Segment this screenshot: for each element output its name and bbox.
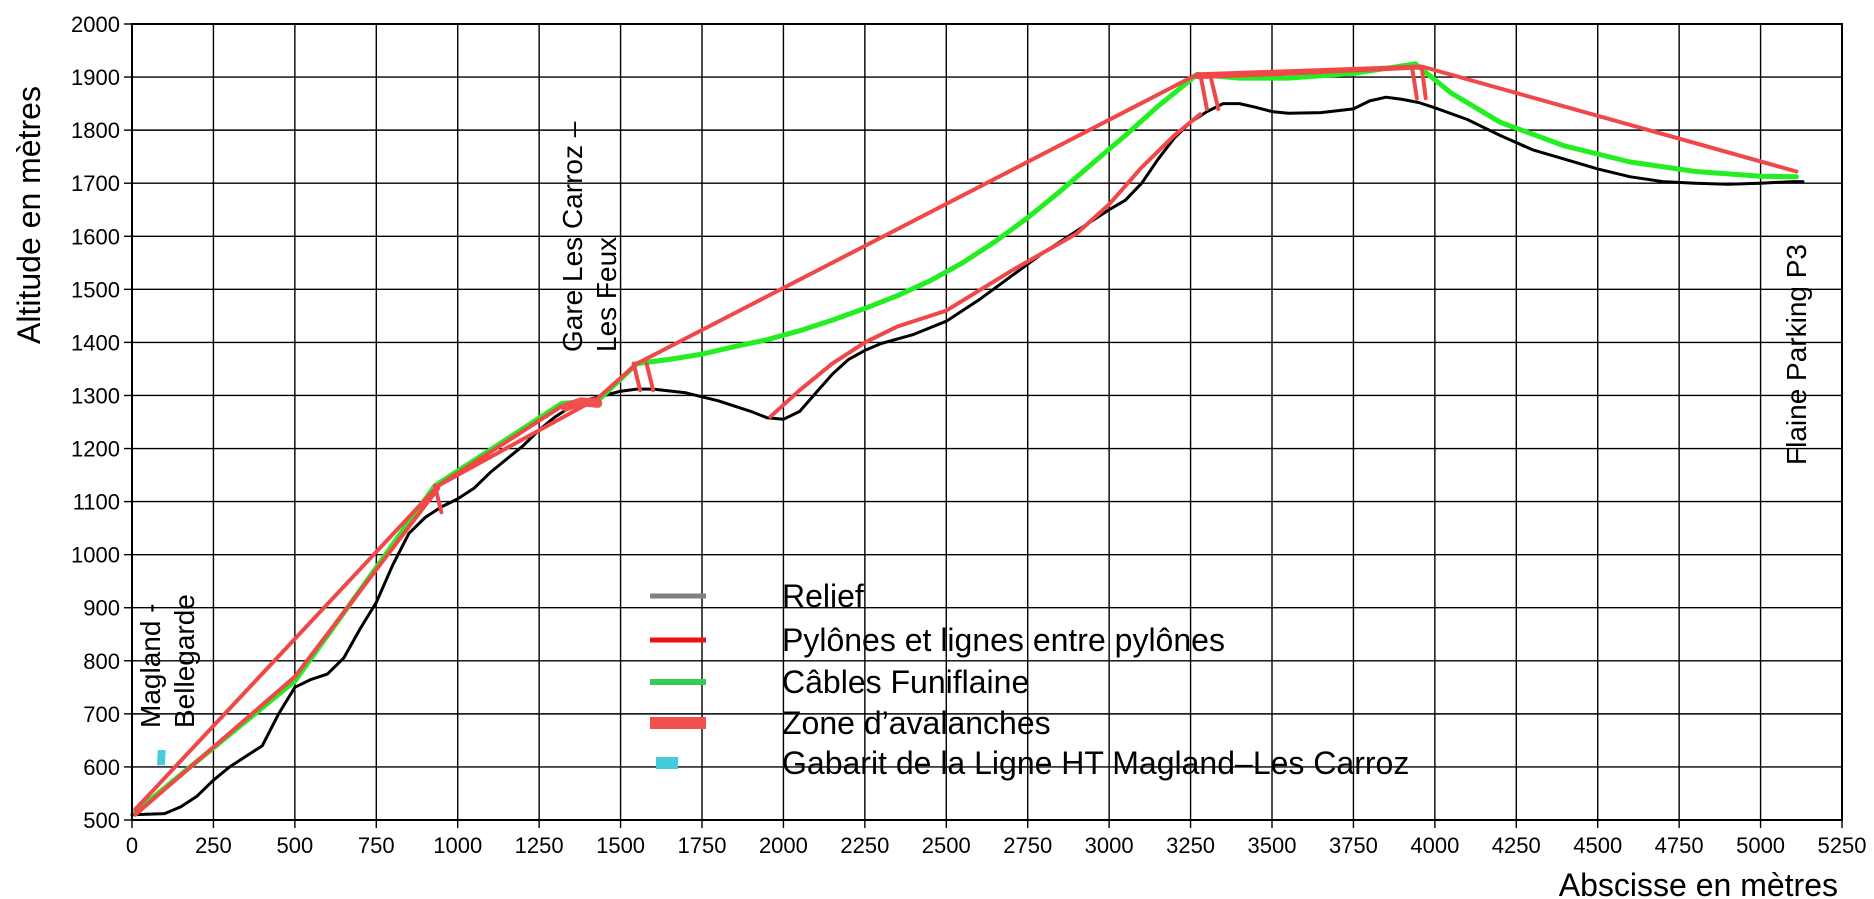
legend-label-cables: Câbles Funiflaine [782, 664, 1029, 700]
x-tick-label: 1750 [678, 833, 727, 858]
annotation-line: Bellegarde [169, 594, 200, 728]
x-tick-label: 5000 [1736, 833, 1785, 858]
avalanche-line [560, 397, 603, 412]
x-tick-label: 1000 [433, 833, 482, 858]
x-tick-label: 3250 [1166, 833, 1215, 858]
legend-label-avalanche: Zone d’avalanches [782, 705, 1051, 741]
legend-swatch-avalanche [650, 717, 706, 729]
cables-line [634, 71, 1200, 367]
legend-swatch-gabarit [656, 757, 678, 769]
legend-swatch-pylons [650, 637, 706, 643]
y-tick-label: 800 [83, 649, 120, 674]
y-tick-label: 1500 [71, 277, 120, 302]
x-tick-label: 2500 [922, 833, 971, 858]
pylons-line [631, 361, 643, 393]
x-tick-label: 750 [358, 833, 395, 858]
y-tick-label: 600 [83, 755, 120, 780]
pylons-line [1419, 65, 1428, 101]
y-tick-label: 1000 [71, 543, 120, 568]
x-tick-label: 3000 [1085, 833, 1134, 858]
legend-swatch-cables [650, 679, 706, 685]
y-tick-label: 2000 [71, 12, 120, 37]
x-tick-label: 4000 [1410, 833, 1459, 858]
legend-label-gabarit: Gabarit de la Ligne HT Magland–Les Carro… [782, 745, 1409, 781]
y-tick-label: 1600 [71, 224, 120, 249]
annotation-magland: Magland - Bellegarde [135, 594, 200, 728]
y-tick-label: 1800 [71, 118, 120, 143]
y-tick-label: 500 [83, 808, 120, 833]
annotation-line: Les Feux [591, 237, 622, 352]
y-axis-title: Altitude en mètres [11, 86, 47, 344]
legend-label-relief: Relief [782, 578, 864, 614]
grid [124, 23, 1843, 828]
x-tick-label: 3500 [1248, 833, 1297, 858]
legend: Relief Pylônes et lignes entre pylônes Câb… [650, 578, 1409, 781]
pylons-line [768, 112, 1203, 419]
series-relief [130, 95, 1805, 817]
plot-frame [131, 23, 1843, 821]
y-tick-label: 1400 [71, 330, 120, 355]
x-tick-label: 2750 [1003, 833, 1052, 858]
pylons-line [1195, 65, 1424, 80]
pylons-line [1198, 72, 1209, 111]
y-tick-label: 700 [83, 702, 120, 727]
annotation-line: Gare Les Carroz – [557, 121, 588, 352]
pylons-line [1410, 65, 1419, 101]
x-tick-label: 0 [126, 833, 138, 858]
x-tick-label: 500 [276, 833, 313, 858]
x-tick-label: 1500 [596, 833, 645, 858]
relief-line [130, 95, 1805, 817]
annotation-carroz: Gare Les Carroz – Les Feux [557, 121, 622, 352]
x-axis-title: Abscisse en mètres [1559, 867, 1838, 899]
y-tick-label: 1200 [71, 437, 120, 462]
legend-label-pylons: Pylônes et lignes entre pylônes [782, 622, 1225, 658]
series-layer [130, 61, 1805, 817]
y-tick-label: 1300 [71, 383, 120, 408]
gabarit-shape [157, 750, 166, 766]
y-tick-label: 1100 [73, 490, 120, 515]
x-tick-label: 2000 [759, 833, 808, 858]
x-tick-label: 4500 [1573, 833, 1622, 858]
annotations: Magland - Bellegarde Gare Les Carroz – Les … [135, 121, 1812, 728]
x-tick-label: 1250 [515, 833, 564, 858]
cables-line [1412, 61, 1799, 180]
x-tick-label: 4750 [1655, 833, 1704, 858]
y-tick-label: 1900 [71, 65, 120, 90]
series-gabarit [157, 750, 166, 766]
series-avalanche [560, 397, 603, 412]
x-tick-label: 5250 [1818, 833, 1867, 858]
pylons-line [644, 361, 656, 393]
x-tick-label: 4250 [1492, 833, 1541, 858]
legend-swatch-relief [650, 593, 706, 599]
x-tick-label: 3750 [1329, 833, 1378, 858]
pylons-line [432, 483, 444, 515]
annotation-flaine: Flaine Parking P3 [1781, 244, 1812, 465]
y-tick-labels: 500 600 700 800 900 1000 1100 1200 1300 1400 1500 1… [71, 12, 120, 833]
x-tick-label: 2250 [840, 833, 889, 858]
pylons-line [133, 486, 441, 817]
annotation-line: Flaine Parking P3 [1781, 244, 1812, 465]
x-tick-labels: 0 250 500 750 1000 1250 1500 1750 2000 2250 2500 27… [126, 833, 1867, 858]
y-tick-label: 900 [83, 596, 120, 621]
y-tick-label: 1700 [71, 171, 120, 196]
pylons-line [1208, 72, 1221, 111]
annotation-line: Magland - [135, 603, 166, 728]
x-tick-label: 250 [195, 833, 232, 858]
